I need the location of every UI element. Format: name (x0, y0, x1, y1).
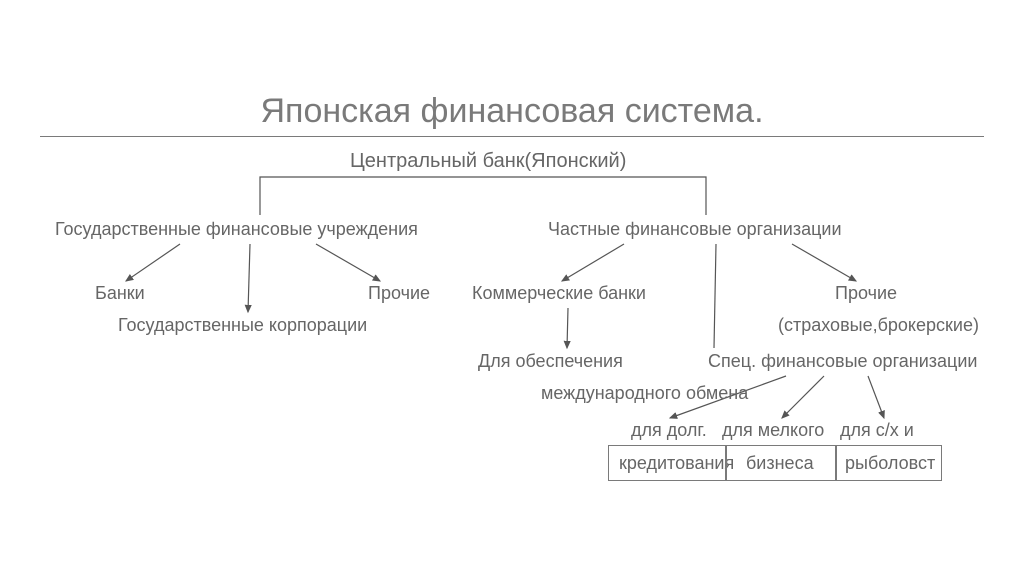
page-title: Японская финансовая система. (0, 92, 1024, 131)
label-insurance: (страховые,брокерские) (778, 315, 979, 336)
label-for_agri: для с/х и (840, 420, 914, 441)
label-gov_fin: Государственные финансовые учреждения (55, 219, 418, 240)
label-spec_fin: Спец. финансовые организации (708, 351, 977, 372)
label-other2: Прочие (835, 283, 897, 304)
outline-box-1 (726, 445, 836, 481)
label-for_intl: Для обеспечения (478, 351, 623, 372)
label-other1: Прочие (368, 283, 430, 304)
label-central: Центральный банк(Японский) (350, 150, 626, 173)
label-intl_exch: международного обмена (541, 383, 748, 404)
label-banks: Банки (95, 283, 145, 304)
label-for_small: для мелкого (722, 420, 824, 441)
label-gov_corp: Государственные корпорации (118, 315, 367, 336)
outline-box-2 (836, 445, 942, 481)
label-for_long: для долг. (631, 420, 707, 441)
title-underline (40, 136, 984, 137)
label-priv_fin: Частные финансовые организации (548, 219, 842, 240)
label-comm_banks: Коммерческие банки (472, 283, 646, 304)
outline-box-0 (608, 445, 726, 481)
